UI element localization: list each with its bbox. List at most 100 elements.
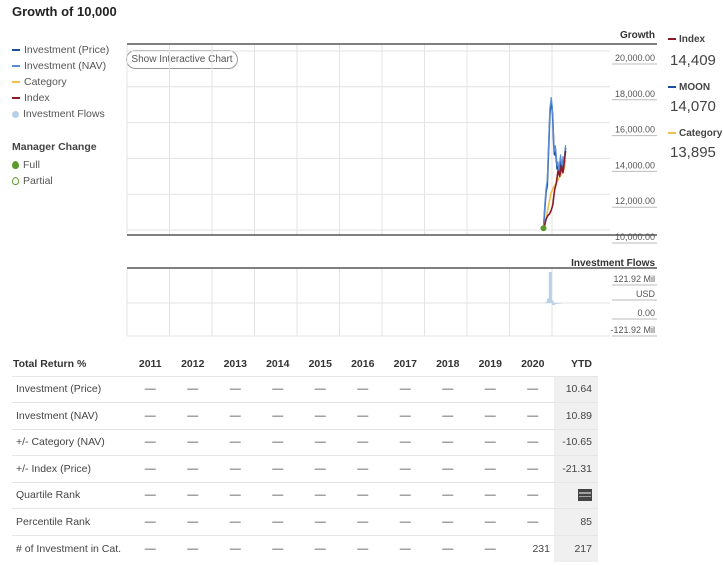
chart-legend: Investment (Price) Investment (NAV) Catego… xyxy=(12,42,109,122)
growth-y-tick-label: 16,000.00 xyxy=(615,125,655,135)
year-column-header: 2015 xyxy=(308,357,332,370)
legend-label: Category xyxy=(24,76,67,88)
table-cell: — xyxy=(129,508,172,535)
ytd-cell: 85 xyxy=(554,508,598,535)
partial-change-icon xyxy=(12,177,19,185)
table-cell: — xyxy=(384,428,427,456)
table-cell: — xyxy=(299,508,342,535)
table-cell: — xyxy=(214,455,257,482)
table-cell: — xyxy=(384,534,427,562)
ytd-cell xyxy=(554,481,598,509)
summary-swatch xyxy=(668,38,676,41)
summary-series-name: Category xyxy=(668,128,722,139)
growth-y-tick-label: 12,000.00 xyxy=(615,196,655,206)
growth-y-tick-label: 18,000.00 xyxy=(615,89,655,99)
row-label: Quartile Rank xyxy=(12,481,129,509)
legend-item[interactable]: Category xyxy=(12,74,109,90)
ytd-cell: 217 xyxy=(554,534,598,562)
table-row: Quartile Rank — — — — — — — — — — xyxy=(12,481,598,509)
year-column-header: 2011 xyxy=(138,357,162,370)
legend-item[interactable]: Index xyxy=(12,90,109,106)
table-cell: — xyxy=(384,375,427,403)
ytd-cell: -10.65 xyxy=(554,428,598,456)
legend-label: Index xyxy=(24,92,50,104)
legend-swatch xyxy=(12,97,20,99)
flows-bar xyxy=(547,298,551,303)
flows-bar xyxy=(550,300,554,303)
table-cell: — xyxy=(256,481,299,509)
table-cell: — xyxy=(256,508,299,535)
growth-y-tick-label: 10,000.00 xyxy=(615,232,655,242)
growth-chart: Growth 20,000.00 18,000.00 16,000.00 14,000.… xyxy=(126,30,657,337)
summary-name-text: Category xyxy=(679,128,723,139)
flows-bar xyxy=(545,301,549,303)
table-cell: — xyxy=(511,455,554,482)
flows-bar xyxy=(557,303,561,304)
ytd-cell: 10.64 xyxy=(554,375,598,403)
table-cell: — xyxy=(299,428,342,456)
growth-y-tick-label: 14,000.00 xyxy=(615,160,655,170)
table-cell: — xyxy=(129,481,172,509)
table-cell: — xyxy=(426,428,469,456)
table-row: Investment (Price) — — — — — — — — — —10.64 xyxy=(12,375,598,403)
year-column-header: 2017 xyxy=(393,357,417,370)
total-return-table: Total Return % 2011 2012 2013 2014 2015 2016 20… xyxy=(12,352,598,562)
table-cell: — xyxy=(299,534,342,562)
flows-y-tick-label: -121.92 Mil xyxy=(610,325,655,335)
flows-y-tick-label: 121.92 Mil xyxy=(613,274,655,284)
table-cell: — xyxy=(299,481,342,509)
legend-label: Investment (Price) xyxy=(24,44,110,56)
table-cell: — xyxy=(299,375,342,403)
legend-item[interactable]: Investment Flows xyxy=(12,106,109,122)
manager-change-title: Manager Change xyxy=(12,141,97,153)
table-cell: — xyxy=(214,375,257,403)
flows-bar xyxy=(559,303,562,304)
legend-item[interactable]: Investment (NAV) xyxy=(12,58,109,74)
manager-change-marker xyxy=(540,225,547,232)
table-cell: — xyxy=(426,481,469,509)
table-cell: — xyxy=(214,508,257,535)
table-row: Investment (NAV) — — — — — — — — — —10.89 xyxy=(12,402,598,429)
table-header-label: Total Return % xyxy=(13,357,87,370)
year-column-header: 2014 xyxy=(266,357,290,370)
table-cell: — xyxy=(511,402,554,429)
table-cell: — xyxy=(511,481,554,509)
table-cell: — xyxy=(384,508,427,535)
table-cell: — xyxy=(426,375,469,403)
table-cell: — xyxy=(426,402,469,429)
table-cell: — xyxy=(341,428,384,456)
summary-name-text: MOON xyxy=(679,82,711,93)
table-cell: — xyxy=(341,481,384,509)
summary-series-name: Index xyxy=(668,34,705,45)
summary-series-value: 14,409 xyxy=(670,52,716,69)
table-cell: — xyxy=(171,534,214,562)
flows-bar xyxy=(548,272,552,303)
legend-swatch xyxy=(12,81,20,83)
table-cell: — xyxy=(426,534,469,562)
ytd-cell: 10.89 xyxy=(554,402,598,429)
table-cell: — xyxy=(129,375,172,403)
manager-change-item: Partial xyxy=(12,173,53,189)
growth-axis-title: Growth xyxy=(620,30,655,41)
table-cell: — xyxy=(256,534,299,562)
table-cell: — xyxy=(426,455,469,482)
summary-series-name: MOON xyxy=(668,82,710,93)
table-cell: — xyxy=(469,455,512,482)
page-title: Growth of 10,000 xyxy=(12,4,117,19)
year-column-header: 2012 xyxy=(181,357,205,370)
year-column-header: 2019 xyxy=(478,357,502,370)
table-cell: — xyxy=(214,481,257,509)
table-cell: — xyxy=(469,534,512,562)
full-change-icon xyxy=(12,161,19,169)
table-cell: — xyxy=(341,402,384,429)
ytd-cell: -21.31 xyxy=(554,455,598,482)
legend-item[interactable]: Investment (Price) xyxy=(12,42,109,58)
table-row: +/- Index (Price) — — — — — — — — — — -21.31 xyxy=(12,455,598,482)
table-cell: — xyxy=(171,455,214,482)
table-cell: 231 xyxy=(511,534,554,562)
row-label: # of Investment in Cat. xyxy=(12,534,129,562)
table-cell: — xyxy=(214,428,257,456)
flows-axis-title: Investment Flows xyxy=(571,258,655,269)
table-cell: — xyxy=(341,375,384,403)
growth-series-line-investment-nav xyxy=(542,96,567,227)
